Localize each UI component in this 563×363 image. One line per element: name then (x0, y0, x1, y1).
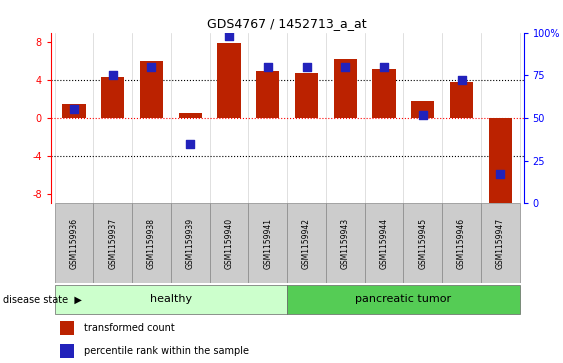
Bar (60, 321, 74, 335)
Bar (93, 203, 132, 283)
Point (69, 107, 78, 113)
Bar (442, 203, 481, 283)
Bar (372, 69, 396, 118)
Bar (256, 70, 279, 118)
Bar (404, 203, 442, 283)
Bar (295, 73, 318, 118)
Text: GSM1159937: GSM1159937 (108, 218, 117, 269)
Bar (489, 118, 512, 203)
Point (147, 64, 156, 70)
Text: GSM1159938: GSM1159938 (147, 218, 156, 269)
Text: GSM1159942: GSM1159942 (302, 218, 311, 269)
Text: GSM1159947: GSM1159947 (496, 218, 505, 269)
Point (263, 64, 272, 70)
Text: GSM1159944: GSM1159944 (379, 218, 388, 269)
Bar (101, 77, 124, 118)
Bar (140, 61, 163, 118)
Bar (365, 203, 404, 283)
Title: GDS4767 / 1452713_a_at: GDS4767 / 1452713_a_at (207, 17, 367, 30)
Bar (171, 203, 209, 283)
Bar (55, 203, 93, 283)
Text: GSM1159939: GSM1159939 (186, 218, 195, 269)
Point (108, 73, 117, 78)
Bar (450, 82, 473, 118)
Bar (287, 285, 520, 314)
Point (379, 64, 388, 70)
Bar (60, 344, 74, 358)
Point (418, 112, 427, 118)
Point (496, 171, 505, 177)
Text: pancreatic tumor: pancreatic tumor (355, 294, 452, 304)
Text: percentile rank within the sample: percentile rank within the sample (84, 346, 249, 356)
Text: transformed count: transformed count (84, 323, 175, 333)
Point (225, 33, 234, 39)
Bar (334, 59, 357, 118)
Text: GSM1159945: GSM1159945 (418, 218, 427, 269)
Point (341, 64, 350, 70)
Bar (55, 285, 287, 314)
Text: GSM1159941: GSM1159941 (263, 218, 272, 269)
Bar (209, 203, 248, 283)
Text: healthy: healthy (150, 294, 192, 304)
Text: GSM1159936: GSM1159936 (69, 218, 78, 269)
Text: GSM1159946: GSM1159946 (457, 218, 466, 269)
Bar (62, 104, 86, 118)
Text: GSM1159943: GSM1159943 (341, 218, 350, 269)
Text: GSM1159940: GSM1159940 (225, 218, 234, 269)
Bar (326, 203, 365, 283)
Text: disease state  ▶: disease state ▶ (3, 294, 82, 305)
Bar (481, 203, 520, 283)
Bar (217, 43, 240, 118)
Bar (248, 203, 287, 283)
Bar (287, 203, 326, 283)
Bar (132, 203, 171, 283)
Point (302, 64, 311, 70)
Point (186, 141, 195, 147)
Point (457, 78, 466, 83)
Bar (178, 113, 202, 118)
Bar (411, 101, 435, 118)
